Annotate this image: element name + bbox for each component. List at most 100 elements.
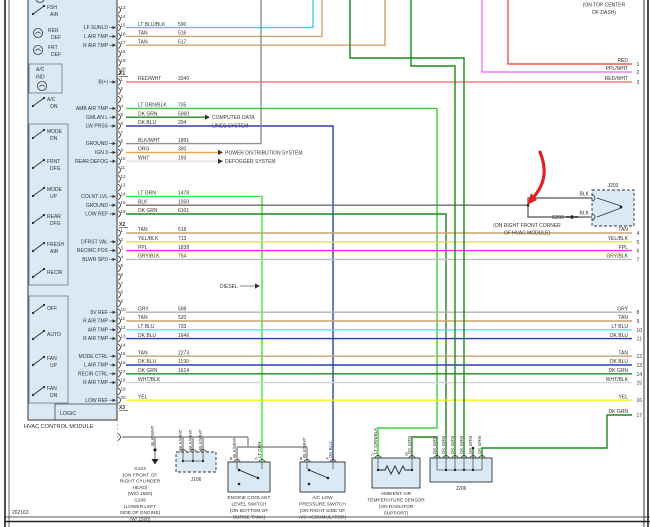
wire-color-label-vertical: DK GRN [459,436,464,454]
component-caption: HEAD) [133,485,148,491]
connector-pin-arc [117,41,121,49]
module-pin-label: B(+) [98,80,108,86]
pin-arrow-icon [112,106,116,111]
edge-wire-color-label: DK BLU [610,359,628,365]
module-pin-label: L AIR TMP [84,34,109,40]
system-ref-label: COMPUTER DATA [212,115,255,121]
wire-color-label-vertical: BLK/WHT [232,437,237,458]
logic-label: LOGIC [60,411,76,417]
connector-pin-arc [117,210,121,218]
wire-color-label-vertical: BLK/WHT [150,425,155,446]
connector-label: J203 [608,183,619,189]
switch-icon [32,386,45,396]
wire-color-label: GRY [138,306,149,312]
wire-dk-grn [410,0,456,458]
wire-color-label: TAN [138,350,148,356]
component-caption: PRESSURE SWITCH [299,502,346,508]
module-pin-label: REAR DEFOG [75,159,108,165]
red-annotation-arrowhead-icon [527,193,537,205]
connector-pin-arc [117,32,121,41]
lamp-filament-icon [39,84,45,88]
connector-pin-arc [117,308,121,316]
j106-box [175,451,217,473]
junction-dot [31,166,35,170]
junction-dot [31,136,35,140]
connector-pin-arc [258,459,266,463]
pin-arrow-icon [112,398,116,402]
circuit-number: 6101 [178,208,189,214]
connector-pin-arc [117,122,121,130]
connector-pin-arc [117,6,121,14]
pin-letter: A [255,456,258,461]
edge-wire-color-label: DK GRN [609,368,629,374]
junction-dot [42,4,46,8]
pin-number: 19 [121,386,127,391]
arrow-right-icon [218,158,223,164]
wire-color-label-vertical: DK GRN [432,436,437,454]
wire-red [507,0,632,65]
pin-number: 1 [121,77,124,82]
section-header: X1 [119,71,125,77]
button-label: AUTO [47,332,61,338]
component-caption: SUPPORT) [384,511,409,517]
wire-color-label-vertical: DK BLU [328,441,333,458]
wire-color-label: TAN [138,31,148,37]
wire-color-label-vertical: LT GRN [257,442,262,458]
connector-pin-arc [117,148,121,157]
pin-number: 6 [121,121,124,126]
switch-icon [32,187,45,197]
connector-pin-arc [117,361,121,369]
module-pin-label: GROUND [86,203,109,209]
wire-color-label: BLK [580,192,590,198]
wire-color-label-vertical: BLK/WHT [198,429,203,450]
button-label: DN [50,136,58,142]
junction-dot [619,205,623,209]
edge-pin-number: 6 [637,249,640,255]
pin-arrow-icon [112,354,116,358]
connector-pin-arc [117,378,121,387]
wire-color-label: DK GRN [138,368,158,374]
connector-pin-arc [117,201,121,209]
junction-dot [42,96,46,100]
pin-number: 10 [121,307,127,312]
circuit-number: 5060 [178,111,189,117]
connector-pin-arc [117,282,121,290]
component-caption: LEVEL SWITCH [231,502,267,508]
edge-pin-number: 8 [637,310,640,316]
edge-pin-number: 7 [637,257,640,263]
connector-pin-arc [117,238,121,246]
wire-color-label: LT GRN [138,191,156,197]
button-label: DEF [51,52,61,58]
module-pin-label: IGN 3 [95,150,108,156]
pin-number: 2 [121,86,124,91]
pin-number: 10 [121,156,127,161]
connector-pin-arc [117,433,121,441]
circuit-number: 590 [178,22,187,28]
junction-dot [444,468,448,472]
wire-color-label-vertical: DK GRN [441,436,446,454]
circuit-number: 733 [178,324,187,330]
switch-icon [32,97,45,107]
switch-icon [32,159,45,169]
junction-dot [237,482,241,486]
diesel-label: DIESEL [220,284,238,290]
module-pin-label: COLNT LVL [81,194,108,200]
connector-label: J206 [456,486,467,492]
edge-wire-color-label: YEL [619,394,629,400]
switch-icon [32,242,45,252]
edge-pin-number: 15 [637,381,643,387]
button-label: MODE [47,129,63,135]
arrow-right-icon [205,114,210,120]
junction-dot [471,468,475,472]
pin-number: 18 [121,378,127,383]
edge-wire-color-label: LT BLU [612,324,629,330]
wire-dk-grn [481,414,632,458]
wire-color-label: TAN [138,39,148,45]
component-caption: (ON RADIATOR [379,504,414,510]
pin-arrow-icon [112,212,116,216]
connector-pin-arc [199,449,207,453]
wire-tan [126,0,386,46]
button-label: ON [50,104,58,110]
edge-wire-color-label: DK GRN [609,409,629,415]
